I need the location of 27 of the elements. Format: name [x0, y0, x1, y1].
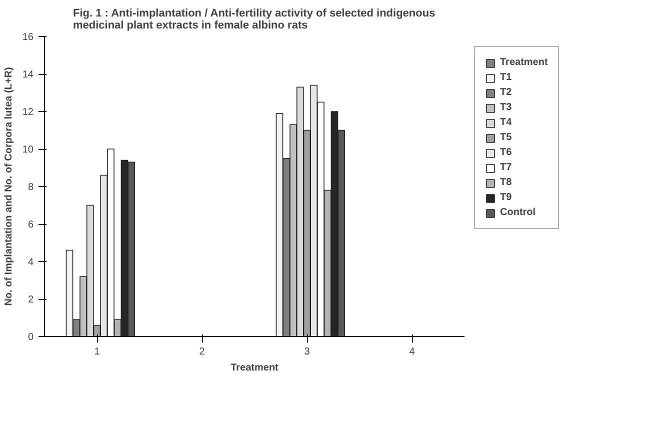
x-tick-label: 4 — [409, 346, 416, 358]
legend-label: T6 — [500, 147, 513, 158]
chart-title: Fig. 1 : Anti-implantation / Anti-fertility activity of selected indigenous medicinal plant extracts in female albino rats — [72, 8, 436, 32]
y-tick-label: 10 — [22, 144, 34, 156]
legend-label: T1 — [500, 72, 513, 83]
legend-label: T3 — [500, 102, 513, 113]
legend-label: T2 — [500, 87, 513, 98]
x-tick-label: 3 — [304, 346, 310, 358]
y-tick-label: 16 — [22, 32, 34, 43]
legend-label: Treatment — [500, 57, 548, 68]
y-tick-label: 0 — [28, 332, 34, 343]
y-tick-label: 8 — [28, 182, 34, 193]
y-axis-title: No. of Implantation and No. of Corpora lutea (L+R) — [3, 67, 14, 306]
y-tick-label: 6 — [28, 220, 34, 230]
legend-label: Control — [500, 207, 536, 218]
legend-label: T8 — [500, 177, 513, 188]
legend-label: T4 — [500, 117, 513, 128]
y-tick-label: 12 — [22, 107, 34, 118]
y-tick-label: 14 — [22, 70, 34, 80]
x-axis-title: Treatment — [230, 362, 280, 374]
legend-label: T9 — [500, 192, 513, 203]
y-tick-label: 2 — [28, 294, 34, 306]
legend-label: T7 — [500, 162, 513, 173]
legend-label: T5 — [500, 132, 513, 143]
x-tick-label: 1 — [94, 346, 100, 358]
x-tick-label: 2 — [199, 346, 206, 358]
y-tick-label: 4 — [28, 257, 34, 268]
